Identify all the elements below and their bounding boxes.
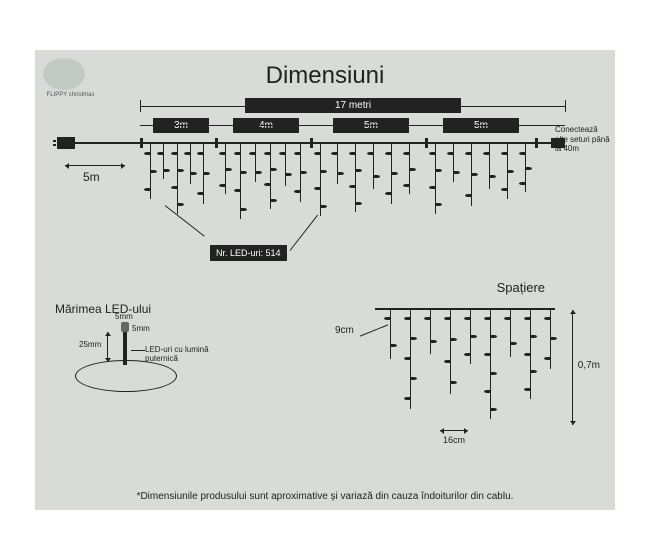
led-desc: LED-uri cu lumină puternică bbox=[145, 345, 225, 363]
spacing-gap: 16cm bbox=[443, 435, 465, 445]
led-bulb bbox=[121, 322, 129, 332]
spacing-h: 9cm bbox=[335, 325, 354, 336]
brand-logo: FLIPPY christmas bbox=[43, 58, 98, 100]
total-length-label: 17 metri bbox=[245, 98, 461, 113]
power-plug-icon bbox=[57, 137, 75, 149]
spacing-v: 0,7m bbox=[578, 360, 600, 371]
lead-length: 5m bbox=[83, 170, 100, 184]
spacing-section: Spațiere 9cm 16cm 0,7m bbox=[335, 290, 585, 470]
connect-label: Conectează alte seturi până la 40m bbox=[555, 125, 610, 154]
spacing-title: Spațiere bbox=[497, 280, 545, 295]
diagram-background: FLIPPY christmas Dimensiuni 17 metri 3m … bbox=[35, 50, 615, 510]
lead-arrow bbox=[65, 165, 125, 166]
led-stick bbox=[123, 330, 127, 365]
product-dimension-diagram: FLIPPY christmas Dimensiuni 17 metri 3m … bbox=[0, 0, 650, 550]
diagram-title: Dimensiuni bbox=[35, 50, 615, 90]
footnote: *Dimensiunile produsului sunt aproximati… bbox=[35, 491, 615, 502]
led-count-label: Nr. LED-uri: 514 bbox=[210, 245, 287, 261]
led-size-title: Mărimea LED-ului bbox=[55, 302, 151, 316]
